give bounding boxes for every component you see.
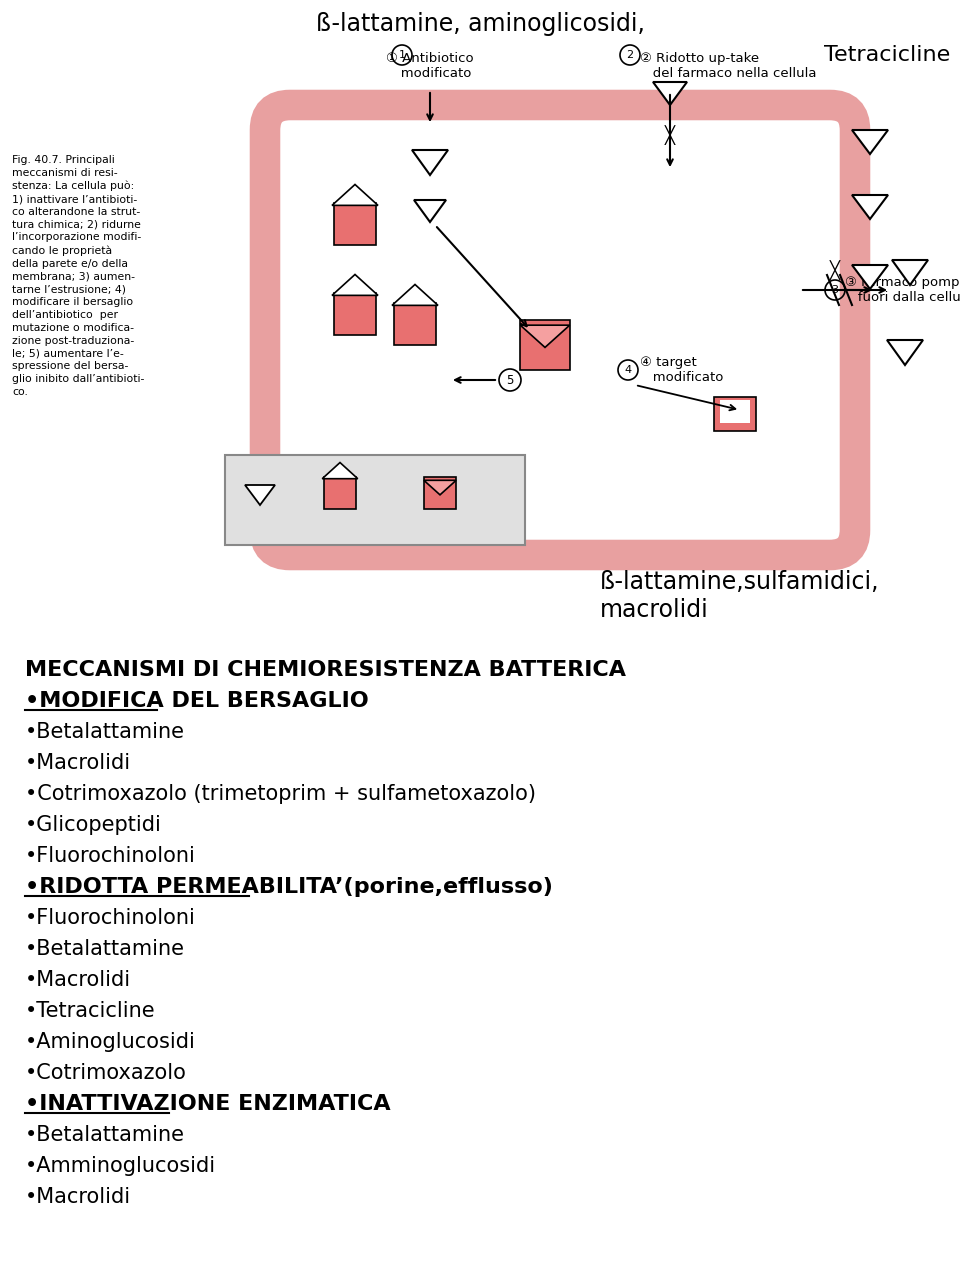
Text: MECCANISMI DI CHEMIORESISTENZA BATTERICA: MECCANISMI DI CHEMIORESISTENZA BATTERICA [25, 659, 626, 680]
Text: 1: 1 [398, 50, 405, 60]
Text: •Glicopeptidi: •Glicopeptidi [25, 815, 162, 835]
Bar [424, 477, 456, 509]
Text: Tetracicline: Tetracicline [824, 45, 950, 65]
Text: •Aminoglucosidi: •Aminoglucosidi [25, 1032, 196, 1051]
Bar [714, 397, 756, 432]
FancyBboxPatch shape [275, 115, 845, 545]
Text: •Macrolidi: •Macrolidi [25, 970, 132, 990]
Polygon shape [392, 284, 438, 306]
Text: •RIDOTTA PERMEABILITA’(porine,efflusso): •RIDOTTA PERMEABILITA’(porine,efflusso) [25, 877, 553, 897]
Bar [520, 321, 569, 369]
Text: 2: 2 [627, 50, 634, 60]
Text: ╳: ╳ [830, 260, 840, 280]
Text: ③ Farmaco pompato
   fuori dalla cellula: ③ Farmaco pompato fuori dalla cellula [845, 276, 960, 304]
Polygon shape [520, 325, 569, 348]
Bar [225, 454, 525, 545]
Text: •Betalattamine: •Betalattamine [25, 722, 185, 742]
Polygon shape [424, 480, 456, 495]
Text: •Tetracicline: •Tetracicline [25, 1001, 156, 1021]
Polygon shape [852, 195, 888, 219]
Text: antibiotico: antibiotico [230, 508, 289, 518]
Polygon shape [332, 185, 378, 205]
Text: •MODIFICA DEL BERSAGLIO: •MODIFICA DEL BERSAGLIO [25, 691, 369, 712]
Text: 4: 4 [624, 365, 632, 376]
Text: •Macrolidi: •Macrolidi [25, 754, 132, 773]
Text: •Amminoglucosidi: •Amminoglucosidi [25, 1156, 216, 1176]
Text: •Macrolidi: •Macrolidi [25, 1186, 132, 1207]
Polygon shape [323, 462, 358, 479]
Text: •Fluorochinoloni: •Fluorochinoloni [25, 908, 196, 928]
Bar [334, 293, 376, 335]
Text: •Betalattamine: •Betalattamine [25, 939, 185, 959]
Polygon shape [852, 265, 888, 289]
Polygon shape [332, 275, 378, 295]
Polygon shape [414, 200, 446, 222]
Text: •Cotrimoxazolo (trimetoprim + sulfametoxazolo): •Cotrimoxazolo (trimetoprim + sulfametox… [25, 784, 536, 805]
Polygon shape [412, 150, 448, 174]
Text: Fig. 40.7. Principali
meccanismi di resi-
stenza: La cellula può:
1) inattivare : Fig. 40.7. Principali meccanismi di resi… [12, 155, 144, 397]
Text: ④ target
   modificato: ④ target modificato [640, 356, 724, 384]
Text: •Cotrimoxazolo: •Cotrimoxazolo [25, 1063, 187, 1083]
Polygon shape [653, 81, 687, 104]
Text: ① Antibiotico
   modificato: ① Antibiotico modificato [386, 52, 474, 80]
Text: ß-lattamine, aminoglicosidi,: ß-lattamine, aminoglicosidi, [316, 11, 644, 36]
Text: •Fluorochinoloni: •Fluorochinoloni [25, 847, 196, 866]
Text: ② Ridotto up-take
   del farmaco nella cellula: ② Ridotto up-take del farmaco nella cell… [640, 52, 817, 80]
Text: 5: 5 [506, 373, 514, 387]
Polygon shape [887, 340, 923, 365]
Text: antibiotico
legato al target: antibiotico legato al target [399, 516, 480, 537]
Bar [720, 400, 750, 423]
Text: •Betalattamine: •Betalattamine [25, 1125, 185, 1144]
Polygon shape [852, 130, 888, 154]
Text: target: target [323, 516, 357, 524]
Text: ╳: ╳ [665, 125, 675, 145]
Text: 3: 3 [831, 285, 838, 295]
Polygon shape [892, 260, 928, 285]
Polygon shape [245, 485, 275, 505]
Text: ß-lattamine,sulfamidici,
macrolidi: ß-lattamine,sulfamidici, macrolidi [600, 570, 879, 621]
Text: •INATTIVAZIONE ENZIMATICA: •INATTIVAZIONE ENZIMATICA [25, 1094, 391, 1114]
Bar [395, 303, 436, 345]
Bar [324, 477, 356, 509]
Bar [334, 204, 376, 246]
